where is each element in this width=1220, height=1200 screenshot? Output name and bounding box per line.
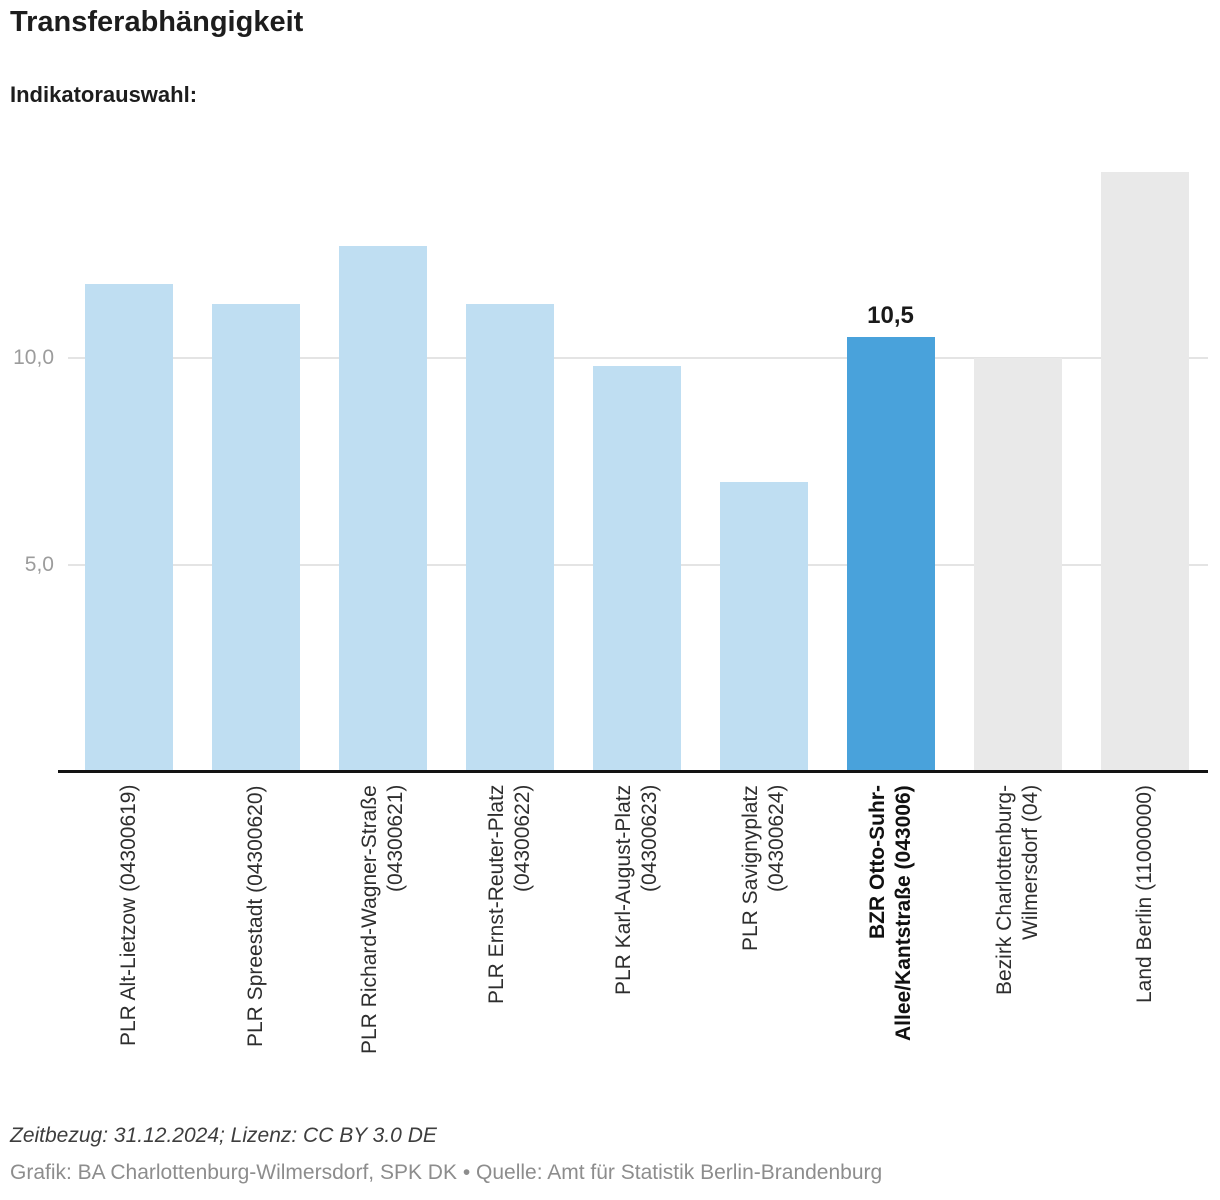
bar-value-label: 10,5 xyxy=(867,302,914,330)
bar-cell xyxy=(1081,171,1208,772)
x-tick-label: Bezirk Charlottenburg- Wilmersdorf (04) xyxy=(992,785,1042,996)
x-tick-cell: PLR Karl-August-Platz (04300623) xyxy=(573,785,700,1120)
footer-meta: Zeitbezug: 31.12.2024; Lizenz: CC BY 3.0… xyxy=(10,1124,437,1147)
bar-cell xyxy=(573,366,700,772)
bar-cell xyxy=(65,283,192,772)
x-tick-label: PLR Alt-Lietzow (04300619) xyxy=(116,785,140,1047)
x-axis-line xyxy=(58,770,1208,773)
indicator-select-label: Indikatorauswahl: xyxy=(10,82,198,107)
bar[interactable] xyxy=(592,366,681,772)
bar-cell xyxy=(446,304,573,772)
x-tick-label: PLR Richard-Wagner-Straße (04300621) xyxy=(357,785,407,1054)
bar[interactable] xyxy=(84,283,173,772)
plot-area: 5,0 10,0 10,5 xyxy=(13,150,1208,772)
x-tick-label: PLR Karl-August-Platz (04300623) xyxy=(611,785,661,996)
bar-cell xyxy=(319,246,446,772)
x-tick-cell: PLR Alt-Lietzow (04300619) xyxy=(65,785,192,1120)
y-tick-label: 5,0 xyxy=(24,553,54,577)
x-tick-label: PLR Savignyplatz (04300624) xyxy=(738,785,788,951)
x-axis-labels: PLR Alt-Lietzow (04300619) PLR Spreestadt… xyxy=(65,785,1208,1120)
bar[interactable] xyxy=(338,246,427,772)
x-tick-cell: Bezirk Charlottenburg- Wilmersdorf (04) xyxy=(954,785,1081,1120)
bars-layer: 10,5 xyxy=(65,150,1208,772)
x-tick-cell: PLR Savignyplatz (04300624) xyxy=(700,785,827,1120)
x-tick-label: PLR Spreestadt (04300620) xyxy=(243,785,267,1047)
bar[interactable] xyxy=(1100,171,1189,772)
x-tick-cell: PLR Richard-Wagner-Straße (04300621) xyxy=(319,785,446,1120)
bar[interactable] xyxy=(465,304,554,772)
bar-cell xyxy=(700,482,827,772)
bar-cell xyxy=(954,358,1081,772)
x-tick-label: PLR Ernst-Reuter-Platz (04300622) xyxy=(484,785,534,1005)
x-tick-cell: PLR Ernst-Reuter-Platz (04300622) xyxy=(446,785,573,1120)
footer-credit: Grafik: BA Charlottenburg-Wilmersdorf, S… xyxy=(10,1161,883,1184)
bar[interactable] xyxy=(846,337,935,772)
gridline xyxy=(68,357,1208,360)
x-tick-cell: Land Berlin (11000000) xyxy=(1081,785,1208,1120)
x-tick-label: Land Berlin (11000000) xyxy=(1132,785,1156,1003)
chart-title: Transferabhängigkeit xyxy=(10,6,304,38)
bar-cell: 10,5 xyxy=(827,302,954,772)
bar[interactable] xyxy=(719,482,808,772)
x-tick-cell: BZR Otto-Suhr- Allee/Kantstraße (043006) xyxy=(827,785,954,1120)
bar-cell xyxy=(192,304,319,772)
bar[interactable] xyxy=(211,304,300,772)
y-tick-label: 10,0 xyxy=(13,346,54,370)
x-tick-cell: PLR Spreestadt (04300620) xyxy=(192,785,319,1120)
bar[interactable] xyxy=(973,358,1062,772)
x-tick-label: BZR Otto-Suhr- Allee/Kantstraße (043006) xyxy=(865,785,915,1041)
